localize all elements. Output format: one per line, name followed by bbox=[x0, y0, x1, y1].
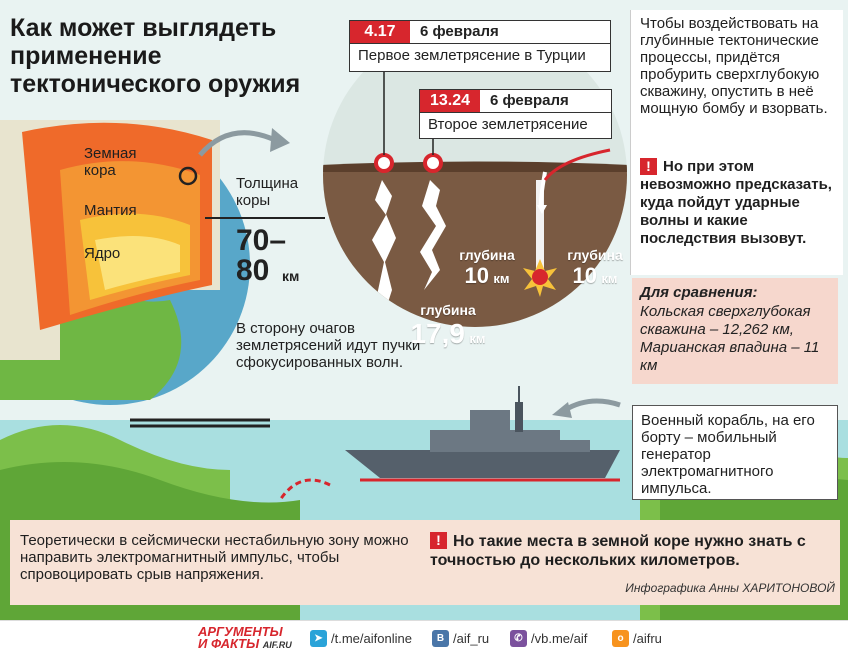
crust-thickness-value: 70–80 bbox=[236, 224, 287, 287]
warship-icon bbox=[345, 386, 620, 482]
pointer-arrow-icon bbox=[543, 148, 611, 181]
ok-icon: o bbox=[612, 630, 629, 647]
ship-note-text: Военный корабль, на его борту – мобильны… bbox=[641, 412, 815, 497]
depth-label-2: глубина 17,9 км bbox=[410, 302, 486, 349]
credit: Инфографика Анны ХАРИТОНОВОЙ bbox=[625, 581, 835, 595]
warning-2-text: Но такие места в земной коре нужно знать… bbox=[430, 533, 806, 569]
exclamation-icon: ! bbox=[640, 158, 657, 175]
depth-label-3: глубина 10 км bbox=[567, 247, 623, 288]
vk-icon: B bbox=[432, 630, 449, 647]
bottom-left-text: Теоретически в сейсмически нестабильную … bbox=[20, 532, 409, 583]
comparison-text: Кольская сверхглубокая скважина – 12,262… bbox=[640, 303, 820, 374]
crust-marker bbox=[178, 166, 198, 186]
label-core: Ядро bbox=[84, 245, 121, 262]
event-1-name: Первое землетрясение в Турции bbox=[358, 47, 586, 64]
wave-arrow-icon bbox=[278, 478, 331, 501]
right-panel bbox=[630, 10, 843, 275]
event-1-card: 4.17 6 февраля Первое землетрясение в Тур… bbox=[349, 20, 611, 72]
warning-2: ! Но такие места в земной коре нужно знат… bbox=[430, 532, 835, 570]
label-mantle: Мантия bbox=[84, 202, 137, 219]
viber-icon: ✆ bbox=[510, 630, 527, 647]
warning-1-text: Но при этом невозможно предсказать, куда… bbox=[640, 158, 832, 247]
comparison-box: Для сравнения: Кольская сверхглубокая ск… bbox=[632, 278, 838, 384]
railway-icon bbox=[130, 418, 270, 428]
comparison-heading: Для сравнения: bbox=[640, 284, 758, 301]
event-2-magnitude: 13.24 bbox=[420, 90, 480, 112]
exclamation-icon-2: ! bbox=[430, 532, 447, 549]
event-2-name: Второе землетрясение bbox=[428, 116, 588, 133]
aif-logo[interactable]: АРГУМЕНТЫ И ФАКТЫ AIF.RU bbox=[198, 624, 292, 651]
vk-link[interactable]: B/aif_ru bbox=[432, 630, 489, 647]
event-1-date: 6 февраля bbox=[420, 23, 499, 40]
event-2-date: 6 февраля bbox=[490, 92, 569, 109]
event-2-card: 13.24 6 февраля Второе землетрясение bbox=[419, 89, 612, 139]
crust-thickness-unit: км bbox=[282, 268, 300, 284]
right-text: Чтобы воздействовать на глубинные тектон… bbox=[640, 15, 828, 117]
telegram-link[interactable]: ➤/t.me/aifonline bbox=[310, 630, 412, 647]
event-1-magnitude: 4.17 bbox=[350, 21, 410, 43]
bottom-note-bar bbox=[10, 520, 840, 605]
curved-arrow-icon bbox=[198, 130, 277, 157]
label-crust: Земная кора bbox=[84, 145, 137, 179]
warning-1: ! Но при этом невозможно предсказать, куд… bbox=[640, 158, 840, 248]
crust-thickness-label: Толщина коры bbox=[236, 175, 299, 209]
telegram-icon: ➤ bbox=[310, 630, 327, 647]
earth-globe bbox=[0, 120, 250, 405]
depth-label-1: глубина 10 км bbox=[459, 247, 515, 288]
viber-link[interactable]: ✆/vb.me/aif bbox=[510, 630, 587, 647]
ok-link[interactable]: o/aifru bbox=[612, 630, 662, 647]
footer: АРГУМЕНТЫ И ФАКТЫ AIF.RU ➤/t.me/aifonlin… bbox=[0, 620, 848, 658]
ship-note: Военный корабль, на его борту – мобильны… bbox=[632, 405, 838, 500]
waves-note: В сторону очагов землетрясений идут пучк… bbox=[236, 320, 421, 371]
page-title: Как может выглядеть применение тектониче… bbox=[10, 14, 301, 98]
